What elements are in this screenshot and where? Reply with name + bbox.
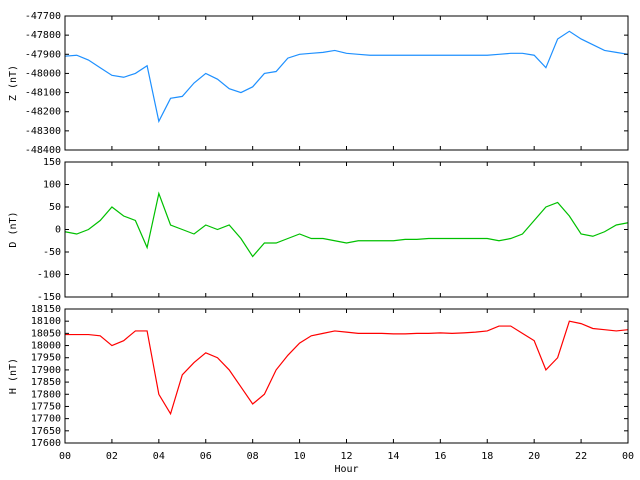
y-tick-label: 17700: [31, 414, 61, 425]
y-tick-label: 17600: [31, 438, 61, 449]
x-tick-label: 08: [247, 451, 259, 462]
data-line: [64, 30, 629, 124]
x-tick-label: 16: [434, 451, 446, 462]
y-tick-label: 18050: [31, 328, 61, 339]
y-axis-label: D (nT): [8, 211, 19, 247]
x-tick-label: 10: [294, 451, 306, 462]
y-tick-label: 100: [43, 180, 61, 191]
plot-frame: [64, 15, 629, 151]
y-tick-label: -48100: [25, 88, 61, 99]
y-tick-label: 17750: [31, 401, 61, 412]
y-tick-label: -100: [37, 270, 61, 281]
y-tick-label: -48300: [25, 126, 61, 137]
y-axis-label: Z (nT): [8, 65, 19, 101]
y-tick-label: -47700: [25, 11, 61, 22]
y-tick-label: 0: [55, 225, 61, 236]
y-tick-label: 18000: [31, 341, 61, 352]
x-tick-label: 20: [528, 451, 540, 462]
data-line: [64, 191, 629, 258]
y-tick-label: -150: [37, 292, 61, 303]
plot-frame: [64, 308, 629, 444]
y-tick-label: 18150: [31, 304, 61, 315]
x-tick-label: 14: [387, 451, 399, 462]
y-tick-label: 17950: [31, 353, 61, 364]
x-tick-label: 02: [106, 451, 118, 462]
y-tick-label: 17650: [31, 426, 61, 437]
x-tick-label: 06: [200, 451, 212, 462]
y-tick-label: 18100: [31, 316, 61, 327]
y-tick-label: -48200: [25, 107, 61, 118]
x-tick-label: 22: [575, 451, 587, 462]
y-tick-label: 50: [49, 202, 61, 213]
plot-frame: [64, 161, 629, 298]
y-tick-label: -48400: [25, 145, 61, 156]
x-tick-label: 04: [153, 451, 165, 462]
y-tick-label: -50: [43, 247, 61, 258]
x-tick-label: 18: [481, 451, 493, 462]
y-tick-label: 17900: [31, 365, 61, 376]
y-axis-label: H (nT): [8, 358, 19, 394]
x-axis-label: Hour: [334, 464, 358, 475]
y-tick-label: -48000: [25, 68, 61, 79]
x-tick-label: 12: [340, 451, 352, 462]
y-tick-label: 17800: [31, 389, 61, 400]
x-tick-label: 00: [622, 451, 634, 462]
y-tick-label: -47800: [25, 30, 61, 41]
y-tick-label: 17850: [31, 377, 61, 388]
y-tick-label: 150: [43, 157, 61, 168]
y-tick-label: -47900: [25, 49, 61, 60]
data-line: [65, 320, 629, 416]
x-tick-label: 00: [59, 451, 71, 462]
